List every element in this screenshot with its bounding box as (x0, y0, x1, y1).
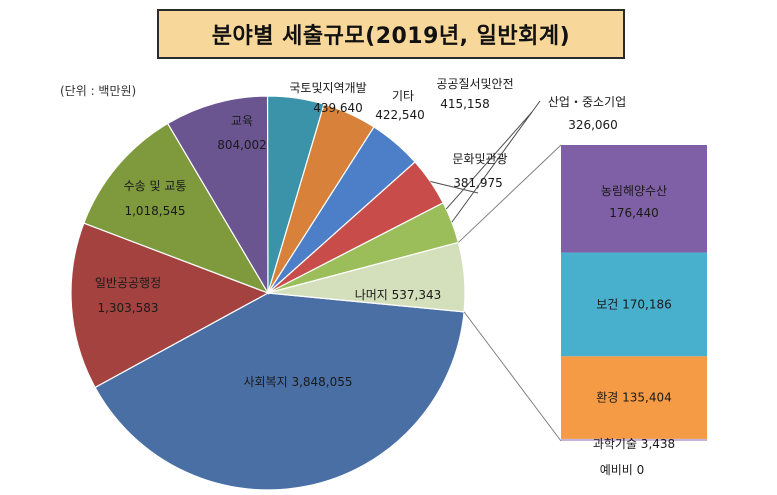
pie-slice-9 (267, 241, 466, 313)
slice-name-6: 공공질서및안전 (436, 77, 513, 91)
pie-slice-1 (70, 222, 270, 389)
slice-value-2: 1,018,545 (124, 204, 185, 218)
breakdown-value-0: 176,440 (609, 206, 659, 220)
leader-line-8 (451, 100, 541, 223)
connector-bottom (463, 311, 562, 442)
leader-line-7 (430, 181, 479, 194)
breakdown-label-4: 예비비 0 (600, 463, 645, 477)
slice-value-6: 415,158 (440, 97, 490, 111)
pie-slice-0 (94, 292, 465, 491)
slice-name-5: 기타 (392, 89, 414, 103)
slice-name-3: 교육 (231, 114, 253, 128)
breakdown-label-2: 환경 135,404 (596, 391, 672, 405)
slice-name-8: 산업・중소기업 (548, 95, 626, 109)
slice-value-3: 804,002 (217, 138, 267, 152)
slice-name-7: 문화및관광 (452, 152, 507, 166)
breakdown-segment-2 (561, 356, 707, 439)
breakdown-bar (561, 145, 707, 441)
breakdown-label-3: 과학기술 3,438 (593, 437, 675, 451)
breakdown-segment-3 (561, 438, 707, 441)
slice-value-7: 381,975 (453, 176, 503, 190)
breakdown-label-1: 보건 170,186 (596, 297, 672, 311)
breakdown-name-0: 농림해양수산 (601, 184, 667, 198)
pie-slice-2 (83, 122, 270, 295)
pie-group (70, 95, 466, 491)
slice-name-4: 국토및지역개발 (289, 81, 366, 95)
slice-name-2: 수송 및 교통 (124, 179, 187, 193)
breakdown-segment-1 (561, 252, 707, 357)
connector-top (458, 144, 562, 243)
breakdown-segment-0 (561, 145, 707, 253)
labels: 사회복지 3,848,055 일반공공행정 1,303,583 수송 및 교통 1,01… (95, 77, 675, 477)
slice-value-1: 1,303,583 (97, 301, 158, 315)
chart-title: 분야별 세출규모(2019년, 일반회계) (157, 9, 625, 59)
slice-value-5: 422,540 (375, 108, 425, 122)
slice-value-4: 439,640 (313, 101, 363, 115)
slice-value-8: 326,060 (568, 118, 618, 132)
unit-label: (단위 : 백만원) (60, 84, 137, 98)
pie-slice-3 (166, 95, 269, 296)
leader-line-8b (445, 111, 533, 210)
slice-label-0: 사회복지 3,848,055 (243, 375, 352, 389)
slice-name-1: 일반공공행정 (95, 275, 161, 290)
slice-label-9: 나머지 537,343 (355, 288, 442, 302)
leader-lines (430, 100, 562, 442)
